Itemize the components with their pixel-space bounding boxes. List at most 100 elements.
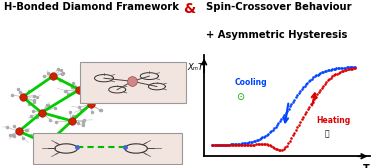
Point: [325, 79, 331, 82]
Point: [285, 142, 291, 145]
Point: [335, 67, 341, 70]
Point: [309, 77, 315, 80]
Point: [255, 138, 261, 141]
Point: [323, 69, 329, 72]
Point: [225, 143, 231, 146]
Point: [338, 67, 344, 69]
Point: [340, 69, 346, 72]
Point: [313, 74, 319, 77]
Point: [284, 144, 290, 147]
Point: [256, 143, 262, 146]
Point: [300, 86, 306, 89]
Point: [352, 66, 358, 68]
Point: [249, 140, 255, 143]
Point: [220, 143, 226, 146]
Point: [287, 139, 293, 142]
Point: [246, 141, 253, 144]
Point: [216, 144, 222, 146]
Point: [322, 70, 328, 73]
Point: [319, 86, 325, 89]
Point: [331, 74, 337, 77]
Point: [235, 143, 241, 145]
Point: [224, 144, 230, 146]
Point: [239, 142, 245, 145]
Point: [247, 143, 253, 146]
Point: [238, 144, 244, 146]
Point: [303, 83, 309, 86]
Point: [339, 70, 345, 73]
Point: [251, 140, 257, 142]
Point: [219, 144, 225, 146]
Point: [311, 98, 317, 100]
Point: [349, 66, 355, 68]
Point: [352, 67, 358, 69]
Point: [294, 94, 300, 97]
Point: [257, 143, 263, 145]
Point: [302, 84, 308, 87]
Point: [332, 67, 338, 70]
Text: ⊙: ⊙: [236, 92, 245, 102]
Point: [240, 142, 246, 145]
Point: [232, 143, 238, 145]
Point: [347, 66, 353, 69]
Point: [316, 90, 322, 93]
Point: [339, 66, 345, 69]
Point: [217, 143, 223, 146]
Point: [222, 144, 228, 146]
Point: [261, 135, 267, 138]
Point: [283, 112, 289, 114]
Point: [209, 144, 215, 146]
Point: [276, 149, 282, 151]
Text: XₘT: XₘT: [187, 63, 203, 72]
Point: [307, 78, 313, 81]
Point: [219, 143, 225, 146]
Point: [257, 138, 263, 140]
Point: [332, 73, 338, 76]
Point: [259, 136, 265, 139]
Point: [337, 71, 343, 73]
Point: [274, 123, 280, 126]
Point: [322, 82, 328, 85]
Point: [248, 141, 254, 143]
Point: [227, 144, 233, 146]
Point: [351, 66, 357, 68]
Point: [328, 76, 334, 79]
Text: Cooling: Cooling: [234, 78, 267, 87]
Point: [233, 144, 239, 146]
Point: [245, 143, 251, 146]
Point: [290, 100, 296, 103]
Point: [293, 129, 299, 131]
Point: [316, 72, 322, 75]
Point: [212, 144, 218, 146]
Point: [232, 144, 238, 146]
Point: [279, 148, 285, 151]
Point: [310, 76, 316, 79]
Text: &: &: [183, 2, 195, 16]
Point: [308, 103, 314, 106]
Point: [330, 68, 336, 70]
Point: [334, 72, 340, 75]
Point: [216, 144, 222, 146]
Point: [262, 134, 268, 137]
Point: [288, 103, 294, 105]
Point: [245, 141, 251, 144]
Point: [314, 93, 320, 95]
Point: [345, 68, 351, 71]
Point: [260, 143, 266, 145]
Point: [314, 73, 321, 76]
Point: [285, 107, 291, 110]
Point: [265, 132, 271, 135]
Point: [297, 90, 303, 93]
Point: [329, 68, 335, 71]
Point: [301, 116, 307, 118]
Point: [276, 122, 282, 124]
Point: [225, 144, 231, 146]
Text: H-Bonded Diamond Framework: H-Bonded Diamond Framework: [4, 2, 179, 12]
Point: [320, 84, 326, 87]
Point: [343, 69, 349, 71]
Point: [348, 68, 354, 70]
Point: [296, 123, 302, 126]
Point: [231, 143, 237, 146]
Point: [228, 143, 234, 146]
Point: [284, 109, 290, 112]
